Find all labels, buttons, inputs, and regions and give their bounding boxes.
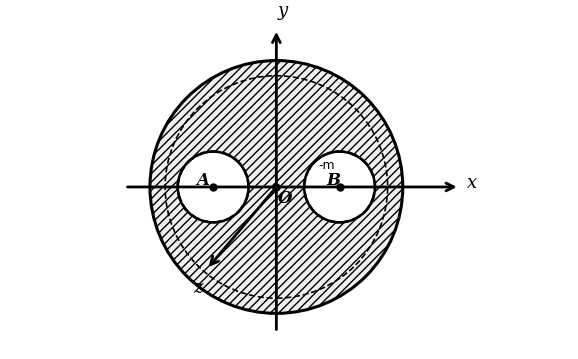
Text: A: A (197, 172, 209, 189)
Circle shape (304, 151, 375, 222)
Circle shape (178, 151, 249, 222)
Text: O: O (278, 190, 292, 207)
Text: x: x (467, 174, 477, 192)
Text: -m: -m (318, 159, 335, 172)
Circle shape (150, 61, 403, 313)
Text: B: B (326, 172, 340, 189)
Text: y: y (277, 2, 288, 20)
Text: z: z (193, 279, 203, 297)
